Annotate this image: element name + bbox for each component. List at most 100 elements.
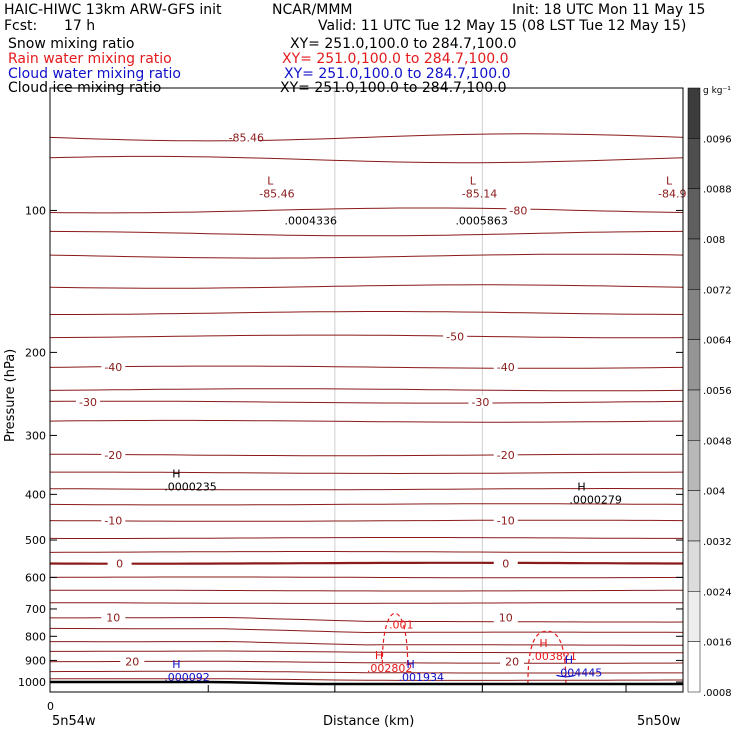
contour-labels: -85.46 -80 -50 -40 -40 -30 -30 -20 -20 -10 -10 0 0 10…	[75, 130, 686, 684]
contour-label: 0	[116, 557, 123, 570]
extremum-marker: H	[577, 480, 585, 493]
extremum-marker: H	[172, 658, 180, 671]
temperature-contour	[49, 365, 684, 369]
colorbar-tick-label: .0016	[703, 638, 732, 649]
colorbar-tick-label: .004	[703, 487, 725, 498]
temperature-contour	[49, 253, 684, 259]
contour-label: -10	[104, 515, 122, 528]
temperature-contour	[49, 453, 683, 457]
colorbar-swatch	[687, 289, 701, 340]
y-tick-label: 200	[25, 346, 46, 359]
y-tick-label: 900	[25, 654, 46, 667]
x-tick-label-zero: 0	[47, 700, 54, 713]
temperature-contour	[49, 419, 684, 423]
contour-label: -10	[497, 515, 515, 528]
temperature-contour	[49, 670, 683, 674]
colorbar-swatch	[687, 389, 701, 441]
temperature-contour	[49, 627, 684, 634]
fcst-value: 17 h	[64, 18, 96, 34]
extremum-value: -85.14	[462, 187, 497, 200]
x-right-location: 5n50w	[637, 714, 681, 729]
contour-label-bg	[101, 360, 126, 374]
colorbar-unit: g kg⁻¹	[703, 86, 731, 96]
extremum-marker: H	[406, 658, 414, 671]
contour-label-bg	[500, 654, 525, 668]
extremum-value: -84.9	[658, 187, 686, 200]
temperature-contour	[49, 551, 683, 553]
extremum-marker: L	[470, 174, 477, 187]
colorbar-swatch	[687, 339, 701, 391]
model-title: HAIC-HIWC 13km ARW-GFS init	[4, 2, 222, 18]
contour-label-bg	[101, 513, 126, 527]
temperature-contour	[49, 155, 684, 164]
colorbar-tick-label: .0008	[703, 688, 732, 699]
extremum-value: .0000235	[164, 481, 217, 494]
temperature-contour	[49, 488, 684, 491]
contour-label: -30	[79, 396, 97, 409]
colorbar-swatch	[687, 440, 701, 491]
center-label: NCAR/MMM	[272, 2, 353, 18]
contour-label: 20	[125, 656, 139, 669]
extremum-marker: L	[666, 174, 673, 187]
contour-label: -30	[471, 396, 489, 409]
contour-label-bg	[493, 360, 518, 374]
contour-label: 20	[505, 656, 519, 669]
y-tick-label: 800	[25, 630, 46, 643]
extremum-value: -85.46	[259, 187, 294, 200]
temperature-contour	[50, 471, 684, 475]
temperature-contours	[49, 133, 684, 681]
colorbar-tick-label: .0048	[703, 436, 732, 447]
contour-label-bg	[234, 130, 259, 144]
contour-label: -80	[509, 204, 527, 217]
contour-label-bg	[493, 513, 518, 527]
plot-frame	[49, 87, 684, 693]
temperature-contour	[49, 561, 683, 565]
extremum-value: .0005863	[455, 214, 508, 227]
x-left-location: 5n54w	[52, 714, 96, 729]
contour-label-bg	[75, 395, 100, 409]
x-axis-title: Distance (km)	[323, 714, 414, 729]
colorbar-tick-label: .0072	[703, 285, 732, 296]
y-tick-label: 500	[25, 534, 46, 547]
contour-label-bg	[493, 610, 518, 624]
field-xy-snow: XY= 251.0,100.0 to 284.7,100.0	[290, 36, 517, 52]
contour-label-bg	[443, 329, 468, 343]
contour-label-bg	[120, 654, 145, 668]
contour-label: -20	[497, 449, 515, 462]
y-tick-label: 300	[25, 429, 46, 442]
contour-label: 10	[499, 612, 513, 625]
extremum-value: .001934	[398, 671, 444, 684]
extremum-value: .0000279	[569, 493, 622, 506]
temperature-contour	[50, 650, 683, 654]
extremum-value: .0004336	[285, 214, 338, 227]
field-name-rain: Rain water mixing ratio	[8, 51, 172, 67]
extremum-value: .002802	[367, 662, 413, 675]
temperature-contour	[50, 602, 683, 604]
extremum-value: .004445	[557, 667, 603, 680]
temperature-contour	[49, 576, 684, 579]
temperature-contour	[50, 311, 684, 315]
temperature-contour	[49, 334, 684, 339]
colorbar-swatch	[687, 87, 701, 139]
colorbar-tick-label: .0064	[703, 336, 732, 347]
temperature-contour	[50, 678, 683, 681]
colorbar-tick-label: .0032	[703, 537, 732, 548]
temperature-contour	[49, 207, 684, 214]
y-tick-label: 700	[25, 603, 46, 616]
colorbar-swatch	[687, 238, 701, 290]
extremum-value: .000092	[164, 671, 210, 684]
field-xy-rain: XY= 251.0,100.0 to 284.7,100.0	[282, 51, 509, 67]
contour-label-bg	[493, 447, 518, 461]
y-axis-title: Pressure (hPa)	[3, 349, 18, 442]
extremum-marker: H	[172, 468, 180, 481]
temperature-contour	[49, 503, 684, 506]
surface-line	[50, 680, 683, 686]
contour-label: -50	[446, 330, 464, 343]
field-xy-cloudwater: XY= 251.0,100.0 to 284.7,100.0	[284, 66, 511, 82]
temperature-contour	[50, 640, 683, 646]
rain-contour-label: .001	[389, 618, 414, 631]
contour-label: -40	[104, 361, 122, 374]
colorbar-tick-label: .0024	[703, 587, 732, 598]
